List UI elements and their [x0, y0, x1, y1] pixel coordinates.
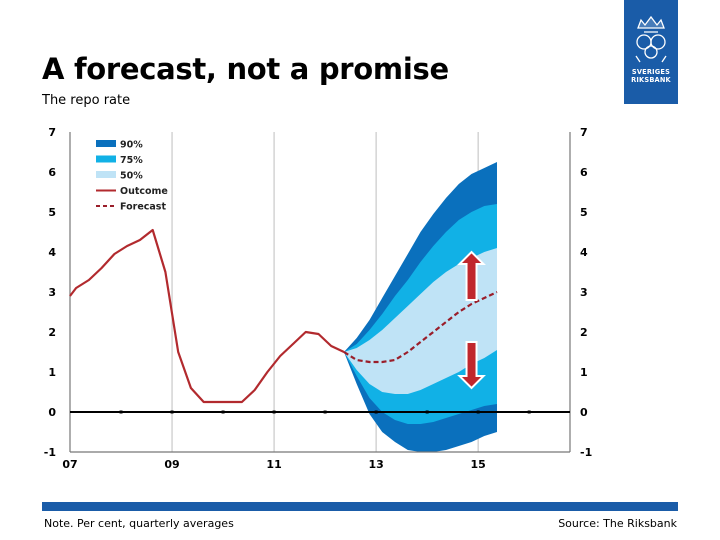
y-tick-right-4: 4	[580, 246, 588, 259]
y-tick-left-0: 0	[48, 406, 56, 419]
zero-tick-2015	[476, 410, 480, 414]
zero-tick-2009	[170, 410, 174, 414]
y-tick-right-2: 2	[580, 326, 588, 339]
y-tick-left-7: 7	[48, 126, 56, 139]
y-tick-left-3: 3	[48, 286, 56, 299]
logo-line-2: RIKSBANK	[631, 76, 671, 84]
chart-subtitle: The repo rate	[42, 93, 131, 108]
series-forecast-line	[343, 291, 498, 364]
y-tick-right-3: 3	[580, 286, 588, 299]
riksbank-logo: SVERIGES RIKSBANK	[624, 0, 678, 104]
y-tick-left-2: 2	[48, 326, 56, 339]
band-50	[344, 248, 497, 394]
zero-tick-2011	[272, 410, 276, 414]
zero-tick-2016	[527, 410, 531, 414]
x-tick-13: 13	[368, 458, 383, 471]
footnote: Note. Per cent, quarterly averages	[44, 517, 234, 530]
legend-swatch-90	[96, 140, 116, 147]
x-tick-11: 11	[266, 458, 281, 471]
legend-label-50: 50%	[120, 171, 143, 182]
chart-lines	[69, 228, 498, 404]
legend-swatch-50	[96, 171, 116, 178]
logo-line-1: SVERIGES	[631, 68, 671, 76]
x-tick-15: 15	[471, 458, 486, 471]
x-tick-09: 09	[164, 458, 179, 471]
zero-tick-2010	[221, 410, 225, 414]
legend-swatch-75	[96, 155, 116, 163]
zero-tick-2012	[323, 410, 327, 414]
chart-axes	[69, 132, 571, 453]
chart-legend: 90% 75% 50% Outcome Forecast	[96, 140, 168, 213]
y-tick-right-1: 1	[580, 366, 588, 379]
source-note: Source: The Riksbank	[558, 517, 677, 530]
legend-label-75: 75%	[120, 155, 143, 166]
y-tick-right--1: -1	[580, 446, 592, 459]
zero-tick-2013	[374, 410, 378, 414]
tick-labels: -1 -10 01 12 23 34 45 56 67 707 09 11 13 15	[44, 126, 592, 471]
y-tick-right-7: 7	[580, 126, 588, 139]
series-outcome-line	[69, 228, 345, 404]
riksbank-wordmark: SVERIGES RIKSBANK	[624, 68, 678, 84]
x-tick-07: 07	[62, 458, 77, 471]
y-tick-right-6: 6	[580, 166, 588, 179]
footer-bar	[42, 502, 678, 511]
legend-label-forecast: Forecast	[120, 202, 166, 213]
legend-label-outcome: Outcome	[120, 186, 168, 197]
legend-label-90: 90%	[120, 140, 143, 151]
zero-tick-2014	[425, 410, 429, 414]
uncertainty-bands	[344, 162, 497, 452]
y-tick-right-0: 0	[580, 406, 588, 419]
page-title: A forecast, not a promise	[42, 52, 449, 86]
y-tick-left--1: -1	[44, 446, 56, 459]
y-tick-left-4: 4	[48, 246, 56, 259]
zero-tick-2008	[119, 410, 123, 414]
repo-rate-chart: -1 -10 01 12 23 34 45 56 67 707 09 11 13 15 90%75%50%…	[44, 126, 592, 471]
y-tick-left-1: 1	[48, 366, 56, 379]
riksbank-crest-icon	[635, 15, 667, 63]
y-tick-left-6: 6	[48, 166, 56, 179]
arrow-down-icon	[457, 341, 486, 390]
y-tick-right-5: 5	[580, 206, 588, 219]
y-tick-left-5: 5	[48, 206, 56, 219]
arrow-up-icon	[457, 250, 486, 301]
chart-arrows	[457, 250, 486, 390]
